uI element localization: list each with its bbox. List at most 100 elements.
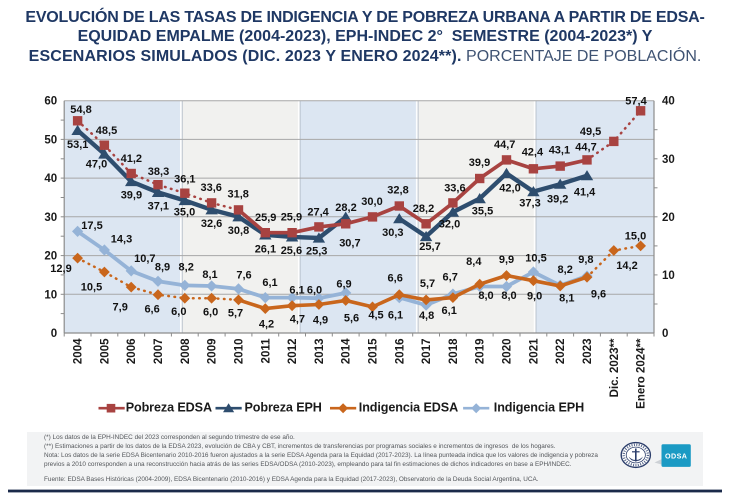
svg-text:54,8: 54,8 bbox=[70, 104, 91, 116]
svg-text:30,3: 30,3 bbox=[382, 227, 403, 239]
svg-text:20: 20 bbox=[44, 251, 57, 263]
svg-text:39,2: 39,2 bbox=[547, 194, 568, 206]
svg-text:2012: 2012 bbox=[287, 339, 299, 365]
svg-text:10,7: 10,7 bbox=[134, 253, 155, 265]
svg-text:17,5: 17,5 bbox=[81, 220, 102, 232]
svg-text:30,0: 30,0 bbox=[361, 196, 382, 208]
svg-text:6,0: 6,0 bbox=[307, 285, 322, 297]
svg-text:25,7: 25,7 bbox=[419, 241, 440, 253]
svg-text:8,2: 8,2 bbox=[179, 262, 194, 274]
svg-text:2015: 2015 bbox=[368, 338, 380, 364]
svg-text:2022: 2022 bbox=[555, 339, 567, 365]
svg-text:2008: 2008 bbox=[180, 338, 192, 364]
svg-text:8,2: 8,2 bbox=[558, 264, 573, 276]
svg-text:32,0: 32,0 bbox=[439, 219, 460, 231]
svg-text:32,6: 32,6 bbox=[201, 218, 222, 230]
svg-text:5,7: 5,7 bbox=[228, 308, 243, 320]
svg-text:39,9: 39,9 bbox=[469, 157, 490, 169]
svg-text:8,1: 8,1 bbox=[559, 293, 574, 305]
svg-text:30,8: 30,8 bbox=[228, 225, 249, 237]
svg-text:32,8: 32,8 bbox=[387, 185, 408, 197]
svg-text:4,8: 4,8 bbox=[419, 310, 434, 322]
svg-text:2019: 2019 bbox=[475, 339, 487, 365]
svg-text:9,9: 9,9 bbox=[499, 254, 514, 266]
svg-text:10: 10 bbox=[44, 289, 57, 301]
svg-text:25,6: 25,6 bbox=[281, 245, 302, 257]
svg-text:4,5: 4,5 bbox=[368, 310, 383, 322]
svg-text:33,6: 33,6 bbox=[200, 182, 221, 194]
svg-text:9,8: 9,8 bbox=[578, 254, 593, 266]
svg-text:57,4: 57,4 bbox=[625, 96, 647, 108]
svg-text:5,7: 5,7 bbox=[420, 278, 435, 290]
svg-text:60: 60 bbox=[44, 96, 57, 108]
svg-text:ODSA: ODSA bbox=[665, 451, 687, 460]
svg-text:2017: 2017 bbox=[421, 339, 433, 365]
svg-text:4,2: 4,2 bbox=[259, 319, 274, 331]
svg-text:25,9: 25,9 bbox=[281, 212, 302, 224]
svg-text:40: 40 bbox=[662, 96, 675, 108]
svg-text:12,9: 12,9 bbox=[50, 263, 71, 275]
svg-text:6,1: 6,1 bbox=[262, 277, 277, 289]
svg-text:6,0: 6,0 bbox=[203, 307, 218, 319]
svg-text:6,1: 6,1 bbox=[442, 305, 457, 317]
svg-text:2018: 2018 bbox=[448, 338, 460, 364]
svg-text:35,5: 35,5 bbox=[472, 206, 493, 218]
svg-text:44,7: 44,7 bbox=[494, 139, 515, 151]
svg-text:10,5: 10,5 bbox=[81, 282, 102, 294]
svg-text:35,0: 35,0 bbox=[174, 207, 195, 219]
svg-text:7,9: 7,9 bbox=[113, 302, 128, 314]
svg-text:2007: 2007 bbox=[153, 339, 165, 365]
svg-text:Indigencia EDSA: Indigencia EDSA bbox=[359, 401, 458, 415]
svg-text:2020: 2020 bbox=[502, 339, 514, 365]
svg-text:37,1: 37,1 bbox=[148, 201, 169, 213]
svg-text:6,0: 6,0 bbox=[171, 306, 186, 318]
svg-text:8,1: 8,1 bbox=[202, 269, 217, 281]
svg-text:2014: 2014 bbox=[341, 338, 353, 364]
svg-text:2023: 2023 bbox=[582, 339, 594, 365]
svg-text:5,6: 5,6 bbox=[344, 313, 359, 325]
svg-text:0: 0 bbox=[51, 328, 57, 340]
svg-text:6,1: 6,1 bbox=[388, 310, 403, 322]
svg-text:Dic. 2023**: Dic. 2023** bbox=[609, 338, 621, 397]
svg-text:6,7: 6,7 bbox=[443, 272, 458, 284]
svg-text:10: 10 bbox=[662, 270, 675, 282]
svg-text:20: 20 bbox=[662, 212, 675, 224]
svg-text:25,3: 25,3 bbox=[306, 246, 327, 258]
svg-text:14,3: 14,3 bbox=[111, 234, 132, 246]
svg-text:30: 30 bbox=[662, 154, 675, 166]
svg-text:4,7: 4,7 bbox=[290, 314, 305, 326]
svg-text:27,4: 27,4 bbox=[307, 207, 329, 219]
svg-text:2021: 2021 bbox=[528, 338, 540, 364]
svg-text:30: 30 bbox=[44, 212, 57, 224]
svg-text:36,1: 36,1 bbox=[174, 174, 195, 186]
svg-text:41,4: 41,4 bbox=[574, 187, 596, 199]
svg-text:50: 50 bbox=[44, 134, 57, 146]
svg-text:Pobreza EDSA: Pobreza EDSA bbox=[126, 401, 212, 415]
svg-text:Pobreza EPH: Pobreza EPH bbox=[245, 401, 322, 415]
svg-text:Enero 2024**: Enero 2024** bbox=[636, 338, 648, 409]
svg-text:2011: 2011 bbox=[260, 338, 272, 364]
svg-text:2004: 2004 bbox=[73, 338, 85, 364]
svg-text:28,2: 28,2 bbox=[335, 202, 356, 214]
svg-text:8,4: 8,4 bbox=[466, 256, 482, 268]
svg-text:8,9: 8,9 bbox=[155, 262, 170, 274]
svg-text:9,6: 9,6 bbox=[591, 289, 606, 301]
svg-text:2013: 2013 bbox=[314, 339, 326, 365]
svg-text:14,2: 14,2 bbox=[616, 260, 637, 272]
svg-text:9,0: 9,0 bbox=[527, 291, 542, 303]
svg-text:53,1: 53,1 bbox=[67, 139, 88, 151]
svg-text:2005: 2005 bbox=[99, 338, 111, 364]
svg-text:48,5: 48,5 bbox=[96, 125, 117, 137]
svg-text:2010: 2010 bbox=[234, 339, 246, 365]
svg-text:33,6: 33,6 bbox=[444, 183, 465, 195]
svg-text:39,9: 39,9 bbox=[121, 190, 142, 202]
svg-text:42,4: 42,4 bbox=[522, 147, 544, 159]
svg-text:2016: 2016 bbox=[394, 339, 406, 365]
svg-text:15,0: 15,0 bbox=[625, 231, 646, 243]
svg-text:37,3: 37,3 bbox=[519, 198, 540, 210]
svg-text:10,5: 10,5 bbox=[525, 253, 546, 265]
svg-text:28,2: 28,2 bbox=[413, 203, 434, 215]
svg-text:38,3: 38,3 bbox=[148, 166, 169, 178]
svg-text:44,7: 44,7 bbox=[575, 142, 596, 154]
svg-text:31,8: 31,8 bbox=[227, 189, 248, 201]
